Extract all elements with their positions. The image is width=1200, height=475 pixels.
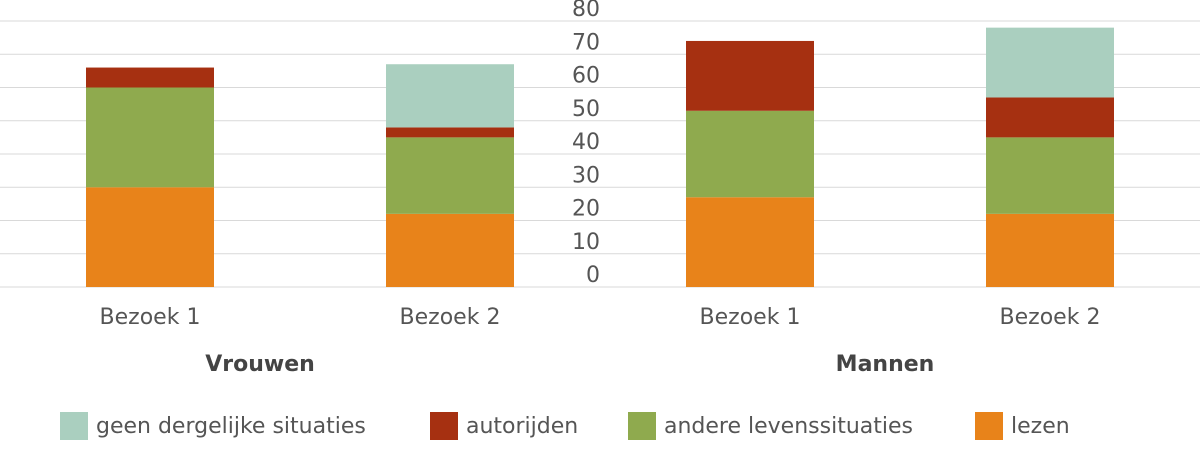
legend-swatch: [60, 412, 88, 440]
y-tick-label: 0: [586, 263, 600, 288]
bar-segment: [386, 127, 514, 138]
bar-segment: [86, 87, 214, 188]
bar-segment: [86, 187, 214, 287]
legend-label: lezen: [1011, 414, 1070, 439]
legend-label: autorijden: [466, 414, 578, 439]
bar-segment: [986, 27, 1114, 98]
bar-segment: [986, 137, 1114, 214]
legend-label: geen dergelijke situaties: [96, 414, 366, 439]
bar-segment: [86, 67, 214, 88]
y-tick-label: 20: [572, 197, 600, 222]
legend-label: andere levenssituaties: [664, 414, 913, 439]
legend-swatch: [975, 412, 1003, 440]
bar-segment: [386, 137, 514, 214]
bar-segment: [386, 213, 514, 287]
x-tick-label: Bezoek 2: [1000, 305, 1101, 330]
group-label: Vrouwen: [205, 352, 315, 377]
bar-segment: [386, 64, 514, 128]
group-label: Mannen: [836, 352, 935, 377]
legend-swatch: [628, 412, 656, 440]
legend-swatch: [430, 412, 458, 440]
y-tick-label: 50: [572, 97, 600, 122]
y-tick-label: 60: [572, 64, 600, 89]
y-tick-label: 10: [572, 230, 600, 255]
bar-segment: [686, 110, 814, 198]
y-tick-label: 70: [572, 30, 600, 55]
bar-segment: [986, 213, 1114, 287]
bar-segment: [686, 197, 814, 287]
x-tick-label: Bezoek 1: [100, 305, 201, 330]
bar-segment: [986, 97, 1114, 138]
x-tick-label: Bezoek 1: [700, 305, 801, 330]
bar-segment: [686, 40, 814, 111]
x-tick-label: Bezoek 2: [400, 305, 501, 330]
y-tick-label: 80: [572, 0, 600, 22]
y-tick-label: 40: [572, 130, 600, 155]
y-tick-label: 30: [572, 163, 600, 188]
